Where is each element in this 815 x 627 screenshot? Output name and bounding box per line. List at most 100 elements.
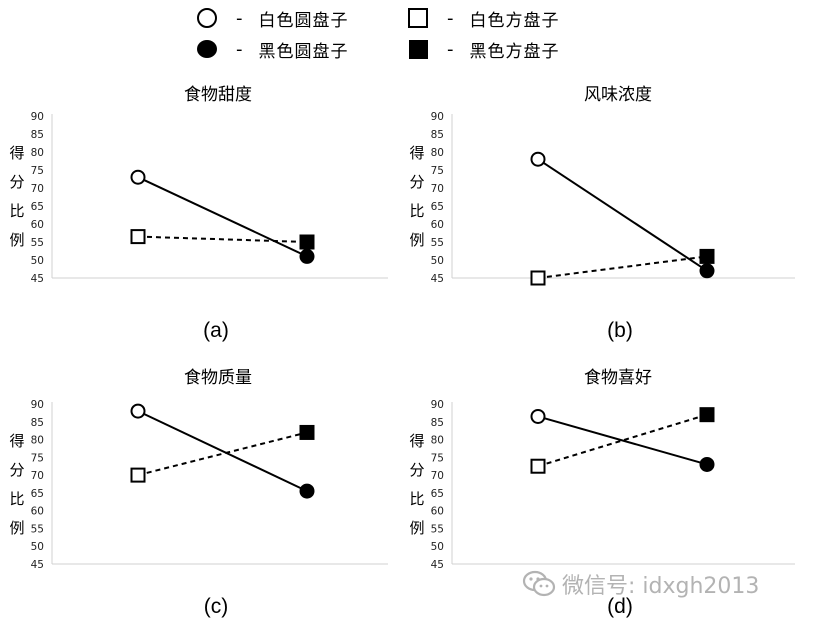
open-circle-icon xyxy=(197,8,217,28)
chart-panel-c: 食物质量 45 50 55 60 65 70 75 80 85 90 得分比例 (c) xyxy=(0,362,408,627)
y-axis-label: 例 xyxy=(9,519,24,537)
y-axis-label: 比 xyxy=(409,490,424,508)
panel-caption-b: (b) xyxy=(607,319,633,342)
y-tick-label: 85 xyxy=(31,417,44,429)
y-tick-label: 85 xyxy=(31,129,44,141)
legend-separator: - xyxy=(447,38,454,60)
y-tick-label: 45 xyxy=(31,559,44,571)
legend-item-black-circle: - 黑色圆盘子 xyxy=(196,34,349,64)
y-axis-label: 分 xyxy=(409,461,424,479)
legend-label: 白色圆盘子 xyxy=(258,10,349,31)
y-tick-label: 45 xyxy=(31,273,44,285)
y-axis-label: 比 xyxy=(9,202,24,220)
data-point-filled-square xyxy=(699,407,715,423)
y-tick-label: 85 xyxy=(431,129,444,141)
y-tick-label: 75 xyxy=(431,452,444,464)
y-tick-label: 60 xyxy=(431,506,444,518)
y-tick-label: 80 xyxy=(31,147,44,159)
y-axis-label: 例 xyxy=(9,231,24,249)
open-square-icon xyxy=(408,8,428,28)
y-tick-label: 70 xyxy=(31,183,44,195)
y-tick-label: 65 xyxy=(431,488,444,500)
y-tick-label: 65 xyxy=(31,201,44,213)
wechat-icon xyxy=(522,570,556,597)
y-tick-label: 55 xyxy=(31,237,44,249)
y-tick-label: 50 xyxy=(31,541,44,553)
y-tick-label: 90 xyxy=(431,399,444,411)
data-point-open-circle xyxy=(130,169,146,185)
data-point-filled-circle xyxy=(699,263,715,279)
legend-item-white-circle: - 白色圆盘子 xyxy=(196,3,349,33)
series-line-circle xyxy=(137,176,308,258)
legend-item-white-square: - 白色方盘子 xyxy=(407,3,560,33)
chart-panel-d: 食物喜好 45 50 55 60 65 70 75 80 85 90 得分比例 (d) xyxy=(400,362,808,627)
filled-circle-icon xyxy=(197,40,217,58)
y-tick-label: 80 xyxy=(431,435,444,447)
y-axis-label: 比 xyxy=(409,202,424,220)
legend: - 白色圆盘子 - 白色方盘子 - 黑色圆盘子 - 黑色方盘子 xyxy=(0,0,815,70)
y-tick-label: 50 xyxy=(431,541,444,553)
series-line-square xyxy=(537,413,708,468)
legend-item-black-square: - 黑色方盘子 xyxy=(407,34,560,64)
legend-separator: - xyxy=(236,38,243,60)
data-point-open-circle xyxy=(530,151,546,167)
y-tick-label: 45 xyxy=(431,559,444,571)
series-line-circle xyxy=(537,158,708,272)
legend-separator: - xyxy=(447,7,454,29)
y-axis-label: 分 xyxy=(409,173,424,191)
series-line-square xyxy=(537,255,708,279)
data-point-open-square xyxy=(130,467,146,483)
y-tick-label: 75 xyxy=(431,165,444,177)
y-tick-label: 55 xyxy=(431,237,444,249)
data-point-filled-circle xyxy=(299,248,315,264)
chart-title: 食物喜好 xyxy=(584,368,652,388)
y-axis-label: 得 xyxy=(9,432,24,450)
y-tick-label: 70 xyxy=(31,470,44,482)
y-tick-label: 60 xyxy=(31,219,44,231)
y-tick-label: 80 xyxy=(431,147,444,159)
data-point-filled-circle xyxy=(299,483,315,499)
y-axis-label: 得 xyxy=(409,144,424,162)
chart-title: 风味浓度 xyxy=(584,85,652,105)
data-point-open-square xyxy=(530,270,546,286)
y-tick-label: 50 xyxy=(431,255,444,267)
y-tick-label: 60 xyxy=(31,506,44,518)
series-line-circle xyxy=(137,410,308,493)
legend-label: 白色方盘子 xyxy=(469,10,560,31)
y-tick-label: 85 xyxy=(431,417,444,429)
chart-panel-b: 风味浓度 45 50 55 60 65 70 75 80 85 90 得分比例 (b) xyxy=(400,78,808,358)
y-tick-label: 90 xyxy=(31,111,44,123)
series-line-square xyxy=(137,235,308,243)
y-tick-label: 75 xyxy=(31,452,44,464)
legend-label: 黑色方盘子 xyxy=(469,41,560,62)
y-tick-label: 55 xyxy=(31,523,44,535)
y-tick-label: 75 xyxy=(31,165,44,177)
y-axis-label: 分 xyxy=(9,461,24,479)
watermark-text: 微信号: idxgh2013 xyxy=(562,574,760,599)
chart-title: 食物质量 xyxy=(184,368,252,388)
y-axis-label: 比 xyxy=(9,490,24,508)
data-point-open-square xyxy=(130,229,146,245)
panel-caption-a: (a) xyxy=(203,319,229,342)
series-line-circle xyxy=(537,415,708,466)
legend-label: 黑色圆盘子 xyxy=(258,41,349,62)
y-tick-label: 60 xyxy=(431,219,444,231)
data-point-open-square xyxy=(530,458,546,474)
y-tick-label: 90 xyxy=(31,399,44,411)
y-axis-label: 得 xyxy=(409,432,424,450)
y-axis-label: 例 xyxy=(409,231,424,249)
data-point-open-circle xyxy=(130,403,146,419)
data-point-filled-square xyxy=(299,424,315,440)
y-tick-label: 90 xyxy=(431,111,444,123)
data-point-filled-square xyxy=(299,234,315,250)
filled-square-icon xyxy=(409,40,428,59)
data-point-open-circle xyxy=(530,408,546,424)
y-tick-label: 70 xyxy=(431,470,444,482)
panel-caption-d: (d) xyxy=(607,595,633,618)
series-line-square xyxy=(137,431,308,477)
y-axis-label: 例 xyxy=(409,519,424,537)
